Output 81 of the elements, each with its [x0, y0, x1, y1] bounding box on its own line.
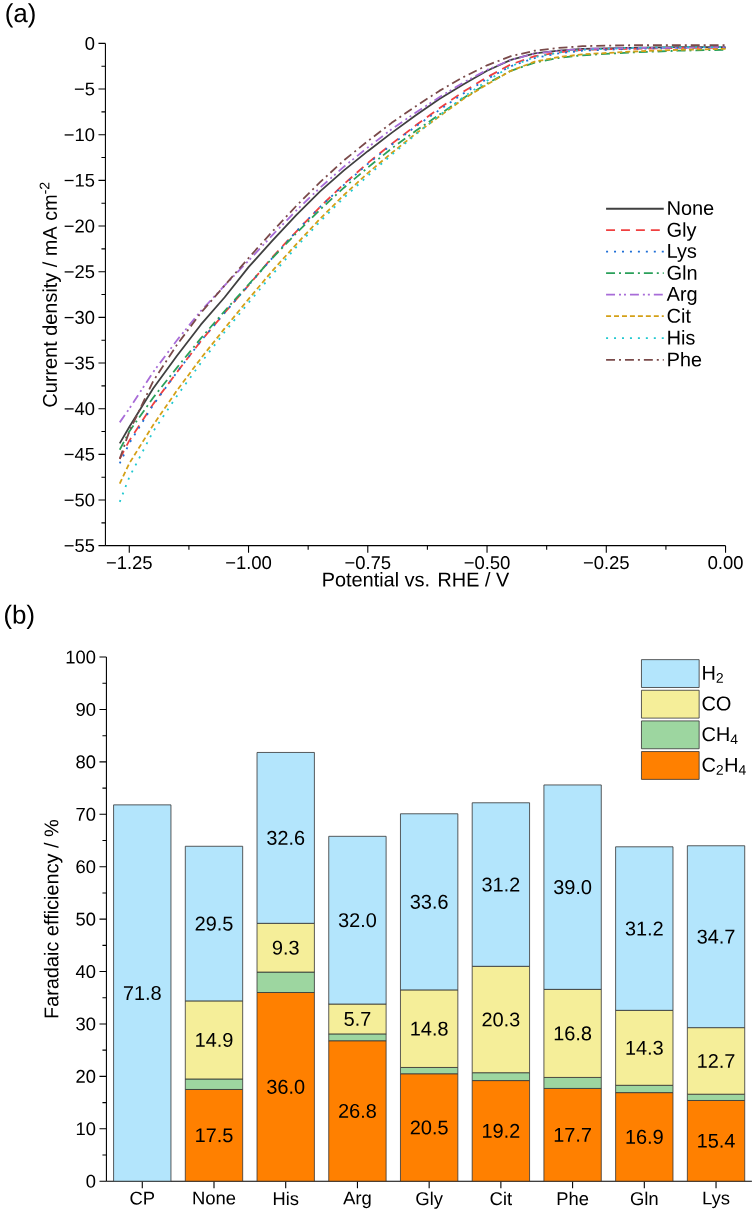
y-tick-label: 40	[75, 965, 96, 979]
y-axis-title: Faradaic efficiency / %	[43, 819, 63, 1018]
x-tick-label: −1.25	[106, 556, 152, 570]
data-label: 14.9	[196, 1032, 233, 1047]
legend-label: CH$_{4}$	[702, 727, 738, 745]
x-axis-title: Potential vs. RHE / V	[323, 571, 510, 587]
y-tick-label: −5	[74, 82, 95, 96]
data-label: 20.3	[482, 1012, 520, 1027]
legend-label: Cit	[667, 308, 691, 323]
y-tick-label: −45	[64, 447, 95, 461]
y-tick-label: −15	[64, 173, 95, 187]
data-label: 71.8	[124, 985, 161, 1001]
data-label: 9.3	[272, 940, 299, 955]
x-tick-label: −0.75	[345, 556, 391, 570]
data-label: 16.9	[626, 1129, 663, 1144]
x-tick-label: None	[193, 1191, 236, 1205]
y-axis-title: Current density / mA cm$^{-2}$	[39, 182, 61, 407]
data-label: 17.5	[196, 1128, 233, 1143]
legend-label: Phe	[668, 351, 702, 367]
data-label: 33.6	[410, 894, 448, 909]
y-tick-label: 90	[76, 702, 96, 716]
y-tick-label: 10	[76, 1122, 96, 1136]
data-label: 20.5	[410, 1120, 448, 1135]
y-tick-label: 60	[76, 860, 96, 874]
y-tick-label: 50	[76, 912, 96, 926]
y-tick-label: 0	[86, 1174, 96, 1188]
data-label: 34.7	[697, 929, 735, 944]
legend-label: Gly	[667, 222, 697, 241]
data-label: 36.0	[267, 1079, 305, 1094]
x-tick-label: Gly	[416, 1191, 443, 1209]
legend-label: None	[668, 201, 714, 216]
y-tick-label: −20	[64, 219, 95, 233]
data-label: 16.8	[554, 1026, 592, 1041]
legend-label: Gln	[667, 265, 697, 280]
x-tick-label: Lys	[703, 1191, 730, 1209]
data-label: 29.5	[195, 916, 233, 931]
bar	[113, 804, 172, 1182]
data-label: 39.0	[554, 880, 592, 895]
data-label: 12.7	[698, 1053, 735, 1068]
data-label: 26.8	[339, 1103, 376, 1119]
legend-label: CO	[702, 696, 731, 711]
y-tick-label: −55	[64, 539, 95, 553]
legend-label: Lys	[668, 244, 697, 262]
y-tick-label: −30	[64, 310, 95, 324]
chart-title: (b)	[5, 604, 34, 629]
x-tick-label: CP	[130, 1191, 155, 1205]
legend-label: His	[668, 330, 695, 345]
data-label: 31.2	[625, 921, 663, 936]
legend-label: C$_{2}$H$_{4}$	[702, 757, 746, 775]
x-tick-label: 0.00	[708, 556, 743, 570]
y-tick-label: −40	[64, 402, 95, 416]
y-tick-label: −10	[64, 128, 95, 142]
x-tick-label: Cit	[490, 1191, 513, 1206]
x-tick-label: Gln	[630, 1191, 658, 1206]
x-tick-label: −0.50	[464, 556, 510, 570]
legend-label: H$_{2}$	[703, 665, 723, 683]
data-label: 19.2	[483, 1123, 520, 1138]
x-tick-label: Phe	[557, 1191, 589, 1206]
y-tick-label: 20	[76, 1069, 96, 1083]
x-tick-label: −1.00	[226, 556, 272, 570]
data-label: 5.7	[344, 1012, 371, 1026]
data-label: 31.2	[482, 877, 520, 892]
data-label: 14.8	[411, 1021, 448, 1036]
y-tick-label: 30	[76, 1017, 96, 1031]
chart-title: (a)	[6, 3, 35, 28]
data-label: 17.7	[554, 1127, 592, 1142]
y-tick-label: −50	[64, 493, 95, 507]
x-tick-label: −0.25	[583, 556, 629, 570]
data-label: 14.3	[626, 1040, 663, 1055]
data-label: 32.0	[338, 913, 377, 928]
x-tick-label: Arg	[343, 1191, 371, 1209]
y-tick-label: 70	[76, 807, 96, 821]
y-tick-label: 80	[76, 755, 96, 769]
y-tick-label: 100	[66, 650, 96, 664]
legend-label: Arg	[666, 287, 697, 305]
x-tick-label: His	[274, 1191, 299, 1206]
y-tick-label: 0	[85, 36, 95, 50]
y-tick-label: −35	[64, 356, 95, 370]
y-tick-label: −25	[64, 265, 95, 279]
data-label: 15.4	[698, 1133, 735, 1148]
data-label: 32.6	[267, 830, 305, 845]
